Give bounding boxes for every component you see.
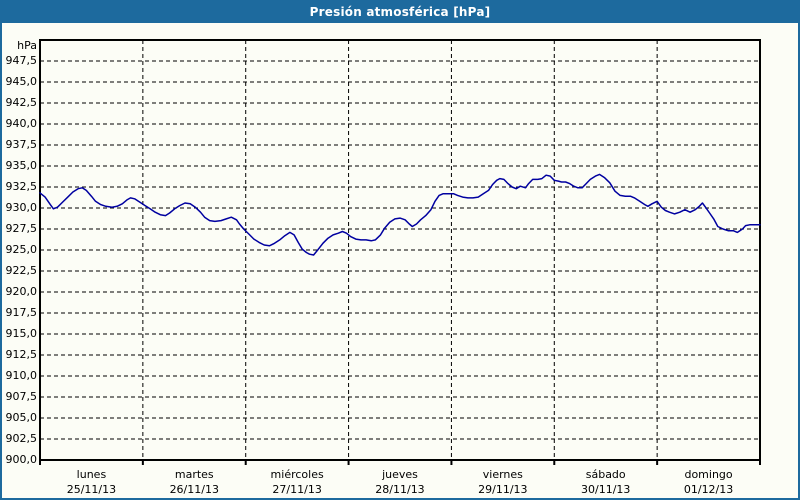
y-axis-tick-label: 905,0: [5, 411, 38, 424]
x-axis-day-date: 29/11/13: [478, 483, 528, 496]
x-axis-day-label: viernes 29/11/13: [451, 467, 554, 497]
y-axis-unit-label: hPa: [17, 39, 37, 52]
y-axis-tick-label: 925,0: [5, 243, 38, 256]
y-axis-tick-label: 940,0: [5, 117, 38, 130]
y-axis-tick-label: 935,0: [5, 159, 38, 172]
x-axis-day-label: lunes 25/11/13: [40, 467, 143, 497]
y-axis-tick-label: 945,0: [5, 75, 38, 88]
x-axis-day-label: domingo 01/12/13: [657, 467, 760, 497]
y-axis-tick-label: 902,5: [5, 432, 38, 445]
x-axis-day-name: lunes: [76, 468, 107, 481]
x-axis-day-label: miércoles 27/11/13: [246, 467, 349, 497]
y-axis-tick-label: 930,0: [5, 201, 38, 214]
x-axis-day-date: 26/11/13: [169, 483, 219, 496]
y-axis-tick-label: 942,5: [5, 96, 38, 109]
y-axis-tick-label: 920,0: [5, 285, 38, 298]
y-axis-tick-label: 900,0: [5, 453, 38, 466]
y-axis-tick-label: 937,5: [5, 138, 38, 151]
y-axis-tick-label: 907,5: [5, 390, 38, 403]
x-axis-day-date: 30/11/13: [581, 483, 631, 496]
x-axis-day-date: 25/11/13: [66, 483, 117, 496]
y-axis-tick-label: 927,5: [5, 222, 38, 235]
x-axis-day-label: sábado 30/11/13: [554, 467, 657, 497]
y-axis-tick-label: 947,5: [5, 54, 38, 67]
x-axis-day-name: miércoles: [270, 468, 324, 481]
x-axis-day-date: 27/11/13: [272, 483, 322, 496]
pressure-series-line: [39, 173, 761, 256]
x-axis-day-name: martes: [174, 468, 214, 481]
x-axis-day-date: 28/11/13: [375, 483, 425, 496]
plot-border: [39, 39, 761, 461]
y-axis-tick-label: 912,5: [5, 348, 38, 361]
y-axis-tick-label: 922,5: [5, 264, 38, 277]
y-axis-tick-label: 910,0: [5, 369, 38, 382]
window-titlebar: Presión atmosférica [hPa]: [0, 0, 800, 23]
x-axis-day-date: 01/12/13: [683, 483, 734, 496]
x-axis-day-name: viernes: [482, 468, 523, 481]
x-axis-day-label: martes 26/11/13: [143, 467, 246, 497]
y-axis-tick-label: 932,5: [5, 180, 38, 193]
x-axis-day-name: sábado: [585, 468, 626, 481]
y-axis-tick-label: 917,5: [5, 306, 38, 319]
window-title: Presión atmosférica [hPa]: [309, 4, 491, 19]
x-axis-day-name: jueves: [382, 468, 418, 481]
x-axis-day-name: domingo: [684, 468, 733, 481]
x-axis-day-label: jueves 28/11/13: [349, 467, 452, 497]
y-axis-tick-label: 915,0: [5, 327, 38, 340]
